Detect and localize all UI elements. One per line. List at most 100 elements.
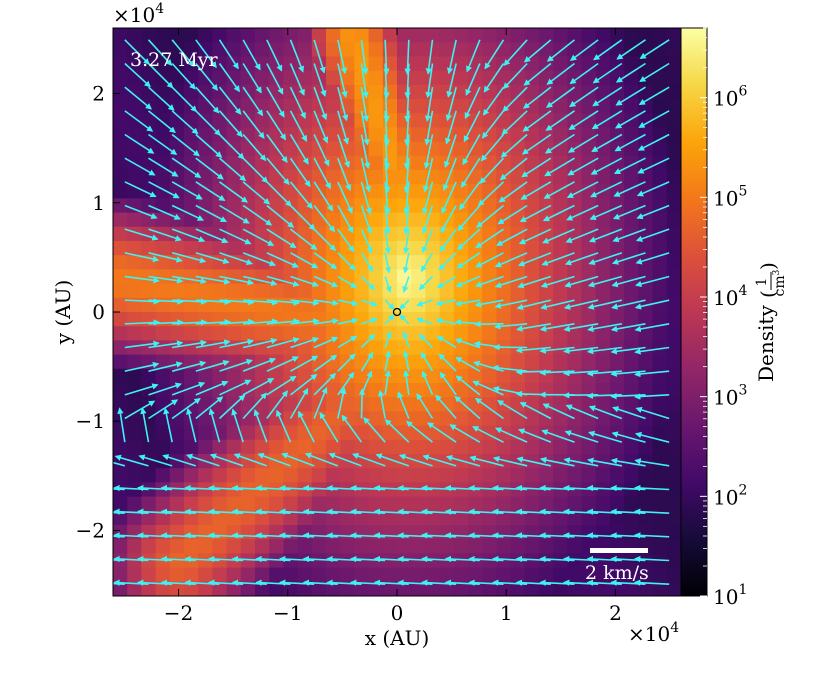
heatmap-cell xyxy=(439,42,455,57)
heatmap-cell xyxy=(539,155,554,171)
heatmap-cell xyxy=(340,525,355,540)
velocity-vector xyxy=(497,400,528,420)
heatmap-cell xyxy=(496,84,512,100)
velocity-vector xyxy=(634,346,670,355)
velocity-vector xyxy=(475,228,504,249)
heatmap-cell xyxy=(326,141,341,157)
heatmap-cell xyxy=(666,312,681,327)
heatmap-cell xyxy=(311,312,327,327)
heatmap-cell xyxy=(468,28,483,43)
heatmap-cell xyxy=(326,269,341,285)
velocity-vector xyxy=(420,252,434,273)
heatmap-cell xyxy=(539,383,554,398)
velocity-vector xyxy=(482,86,505,116)
velocity-vector xyxy=(399,299,410,310)
colorbar-ticks: 101 102 103 104 105 106 xyxy=(700,27,747,609)
heatmap-cell xyxy=(652,496,668,512)
heatmap-cell xyxy=(113,269,128,285)
velocity-vector xyxy=(313,134,330,167)
heatmap-cell xyxy=(240,468,256,483)
heatmap-cell xyxy=(113,28,128,43)
heatmap-cell xyxy=(638,56,654,72)
heatmap-cell xyxy=(524,482,540,498)
heatmap-cell xyxy=(453,269,469,285)
heatmap-cell xyxy=(354,468,370,483)
heatmap-cell xyxy=(482,368,497,384)
heatmap-cell xyxy=(397,155,412,171)
heatmap-cell xyxy=(297,539,313,554)
velocity-vector xyxy=(633,532,670,539)
velocity-vector xyxy=(545,110,575,131)
heatmap-cell xyxy=(595,28,611,43)
velocity-vector xyxy=(402,350,410,372)
heatmap-cell xyxy=(652,141,668,157)
heatmap-cell xyxy=(610,525,625,540)
heatmap-cell xyxy=(666,184,681,199)
velocity-vector xyxy=(501,110,528,136)
velocity-vector xyxy=(266,204,295,228)
heatmap-cell xyxy=(638,510,654,526)
velocity-vector xyxy=(290,275,320,288)
velocity-vector xyxy=(195,86,220,114)
heatmap-cell xyxy=(425,454,441,469)
heatmap-cell xyxy=(269,326,284,341)
heatmap-cell xyxy=(524,567,540,583)
heatmap-cell xyxy=(539,397,554,412)
velocity-vector xyxy=(614,133,646,152)
heatmap-cell xyxy=(368,212,384,228)
colorbar xyxy=(680,27,708,597)
heatmap-cell xyxy=(368,70,384,86)
heatmap-cell xyxy=(169,368,185,384)
heatmap-cell xyxy=(524,212,540,228)
heatmap-cell xyxy=(666,141,681,157)
heatmap-cell xyxy=(269,539,284,554)
heatmap-cell xyxy=(581,269,597,285)
heatmap-cell xyxy=(240,539,256,554)
heatmap-cell xyxy=(482,397,497,412)
heatmap-cell xyxy=(326,155,341,171)
heatmap-cell xyxy=(638,326,654,341)
heatmap-cell xyxy=(184,567,199,583)
velocity-vector xyxy=(113,461,126,467)
heatmap-cell xyxy=(240,482,256,498)
velocity-vector xyxy=(219,252,253,266)
heatmap-cell xyxy=(382,226,398,242)
center-marker xyxy=(392,307,402,317)
heatmap-cell xyxy=(212,368,228,384)
heatmap-cell xyxy=(652,28,668,43)
velocity-vector xyxy=(422,181,434,215)
heatmap-cell xyxy=(425,326,441,341)
velocity-vector xyxy=(519,204,552,223)
heatmap-cell xyxy=(524,340,540,356)
heatmap-cell xyxy=(155,170,171,185)
heatmap-cell xyxy=(468,496,483,512)
heatmap-cell xyxy=(255,141,270,157)
heatmap-cell xyxy=(340,226,355,242)
heatmap-cell xyxy=(169,468,185,483)
heatmap-cell xyxy=(638,28,654,43)
heatmap-cell xyxy=(581,468,597,483)
velocity-vector xyxy=(587,299,623,310)
heatmap-cell xyxy=(439,141,455,157)
heatmap-cell xyxy=(468,184,483,199)
heatmap-cell xyxy=(127,354,142,370)
velocity-vector xyxy=(377,389,386,419)
heatmap-cell xyxy=(184,155,199,171)
heatmap-cell xyxy=(453,141,469,157)
velocity-vector xyxy=(147,110,176,134)
heatmap-cell xyxy=(482,439,497,455)
heatmap-cell xyxy=(382,354,398,370)
velocity-vector xyxy=(337,275,358,289)
heatmap-cell xyxy=(496,468,512,483)
heatmap-cell xyxy=(269,368,284,384)
velocity-vector xyxy=(563,457,599,467)
heatmap-cell xyxy=(624,241,639,256)
velocity-vector xyxy=(564,275,599,288)
velocity-vector xyxy=(455,356,481,372)
velocity-vector xyxy=(219,358,253,372)
heatmap-cell xyxy=(212,482,228,498)
velocity-vector xyxy=(519,401,552,420)
heatmap-cell xyxy=(113,56,128,72)
heatmap-cell xyxy=(482,326,497,341)
heatmap-cell xyxy=(581,354,597,370)
